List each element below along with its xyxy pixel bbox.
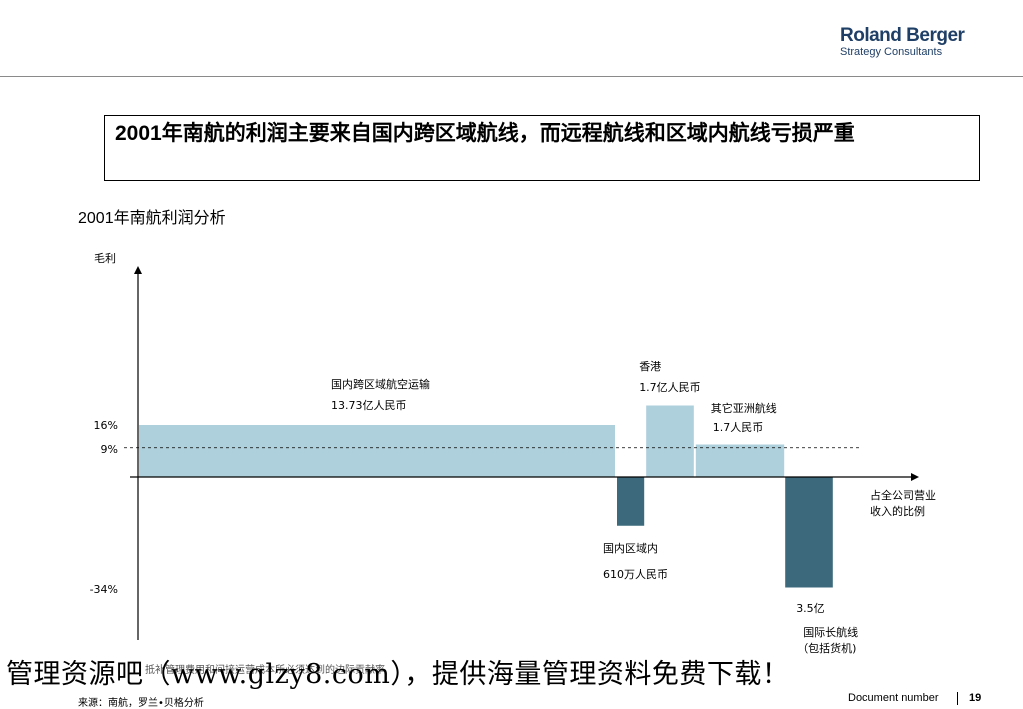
y-tick-16: 16% xyxy=(94,419,118,432)
watermark: 管理资源吧（www.glzy8.com），提供海量管理资料免费下载！ xyxy=(6,659,790,690)
bar-segment-3 xyxy=(646,405,694,477)
document-number-label: Document number xyxy=(848,692,939,704)
logo-main-text: Roland Berger xyxy=(840,25,965,46)
logo-sub-text: Strategy Consultants xyxy=(840,46,943,58)
page-number: 19 xyxy=(969,692,982,704)
headline-box: 2001年南航的利润主要来自国内跨区域航线，而远程航线和区域内航线亏损严重 xyxy=(104,115,980,181)
footer-separator xyxy=(957,692,958,705)
label-amount-seg1: 13.73亿人民币 xyxy=(331,399,407,412)
label-name-seg3: 香港 xyxy=(639,360,661,373)
header-rule xyxy=(0,76,1023,77)
label-name-seg2: 国内区域内 xyxy=(603,541,658,555)
bar-segment-4 xyxy=(695,444,785,477)
label-amount-seg3: 1.7亿人民币 xyxy=(639,381,701,394)
label-name-seg5: 国际长航线 xyxy=(803,625,858,639)
bar-segment-5 xyxy=(785,477,833,588)
y-tick-minus34: -34% xyxy=(90,583,118,596)
y-tick-9: 9% xyxy=(101,443,118,456)
roland-berger-logo: Roland Berger Strategy Consultants xyxy=(840,26,970,59)
label-amount-seg2: 610万人民币 xyxy=(603,568,668,581)
chart-subtitle: 2001年南航利润分析 xyxy=(78,210,226,227)
x-axis-label-line2: 收入的比例 xyxy=(870,504,925,518)
label-detail-seg5: （包括货机) xyxy=(797,641,856,655)
y-axis-label: 毛利 xyxy=(94,252,116,265)
source-note: 来源：南航，罗兰•贝格分析 xyxy=(78,698,204,709)
label-amount-seg5: 3.5亿 xyxy=(796,602,825,615)
label-amount-seg4: 1.7人民币 xyxy=(713,421,764,434)
label-name-seg4: 其它亚洲航线 xyxy=(711,401,777,415)
bar-segment-1 xyxy=(139,425,615,477)
label-name-seg1: 国内跨区域航空运输 xyxy=(331,377,430,391)
bar-segment-2 xyxy=(617,477,645,526)
headline: 2001年南航的利润主要来自国内跨区域航线，而远程航线和区域内航线亏损严重 xyxy=(115,122,855,145)
margin-note: 抵补管理费用和间接运营成本所必须达到的边际贡献率 xyxy=(145,665,385,676)
x-axis-label-line1: 占全公司营业 xyxy=(870,488,936,502)
